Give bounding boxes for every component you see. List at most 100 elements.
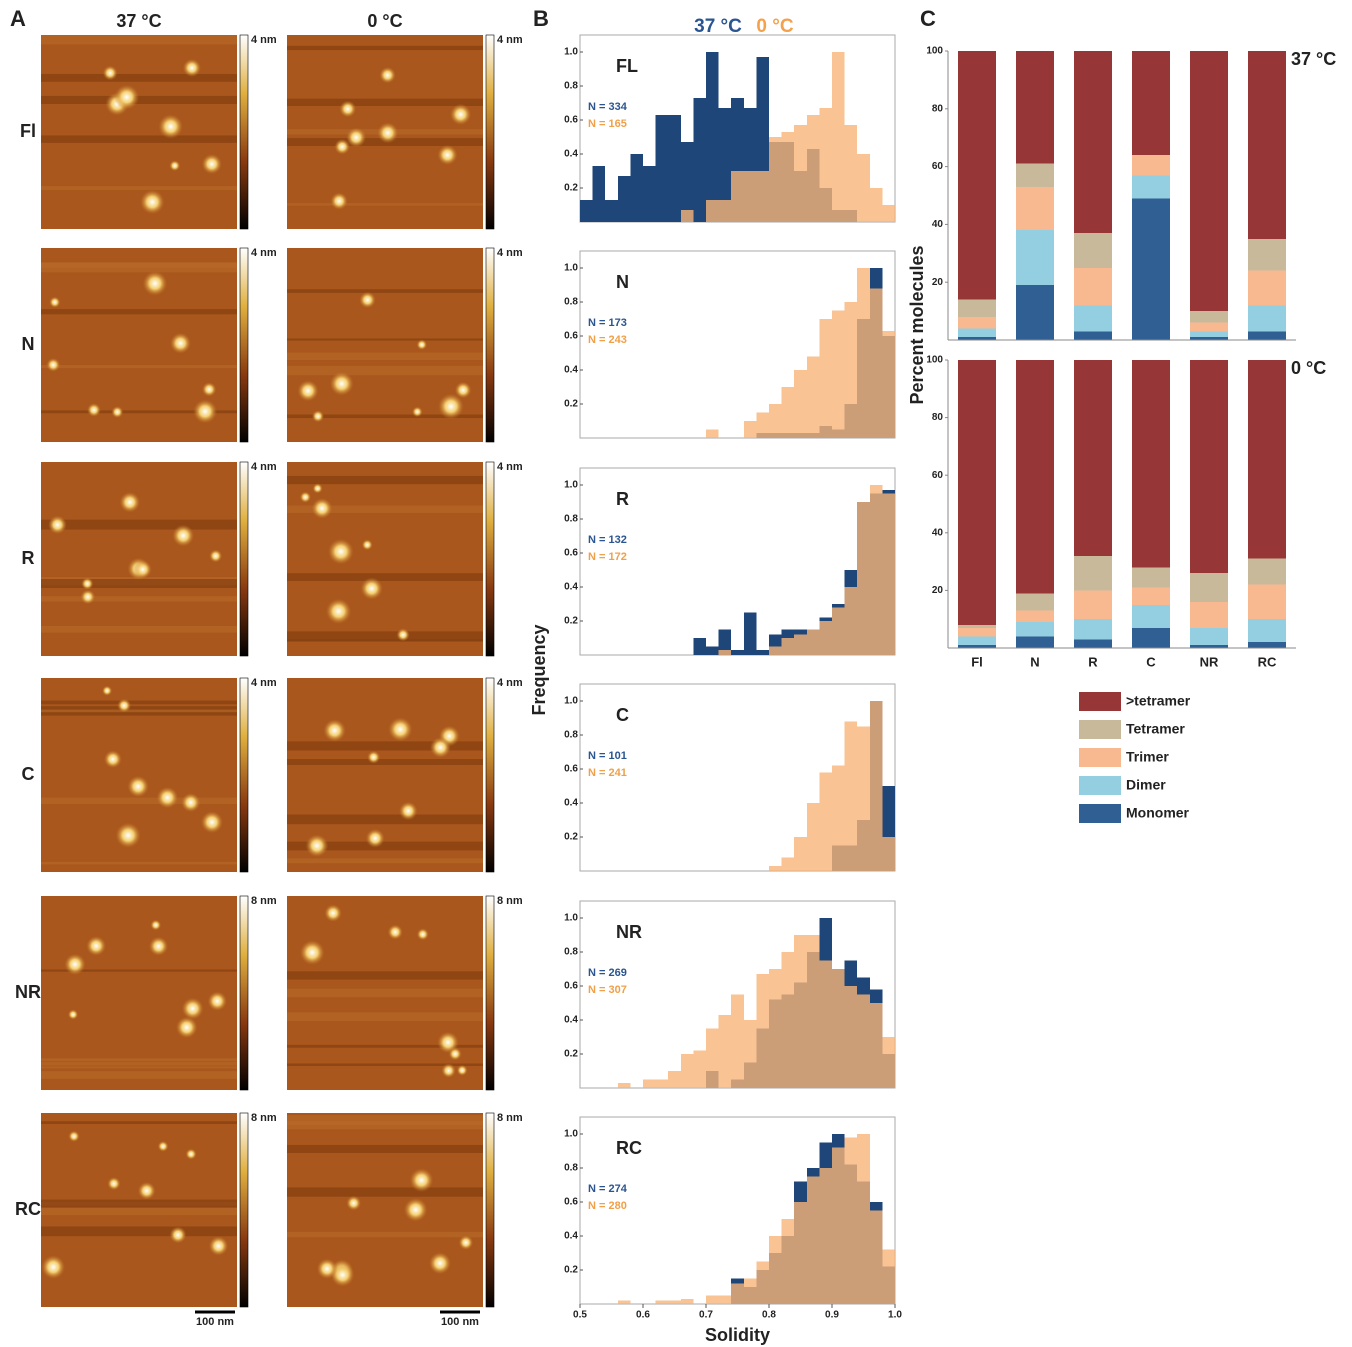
legend-label: Trimer xyxy=(1126,749,1169,765)
histogram-bar xyxy=(794,1202,807,1304)
histogram-bar xyxy=(870,1003,883,1088)
bar-segment xyxy=(958,317,996,329)
color-bar-label: 4 nm xyxy=(497,461,523,473)
afm-feature xyxy=(362,539,373,550)
bar-segment xyxy=(1016,164,1054,187)
histogram-bar xyxy=(782,1219,795,1304)
color-bar-label: 4 nm xyxy=(497,247,523,259)
y-tick-label: 80 xyxy=(932,412,944,423)
histogram-bar xyxy=(807,630,820,656)
bar-segment xyxy=(1190,360,1228,573)
afm-stripe xyxy=(287,1115,483,1125)
histogram-bar xyxy=(756,1262,769,1305)
count-label: N = 241 xyxy=(588,767,627,779)
x-tick-label: N xyxy=(1030,654,1039,669)
legend-swatch xyxy=(1079,720,1121,739)
afm-feature xyxy=(107,1177,120,1190)
bar-segment xyxy=(1248,559,1286,585)
histogram-bar xyxy=(731,1284,744,1304)
afm-feature xyxy=(326,599,352,625)
afm-feature xyxy=(313,483,323,493)
histogram-bar xyxy=(656,1080,669,1089)
color-bar xyxy=(240,1113,248,1307)
afm-feature xyxy=(140,190,165,215)
bar-segment xyxy=(1016,360,1054,593)
x-tick-label: C xyxy=(1146,654,1156,669)
histogram-bar xyxy=(643,1080,656,1089)
afm-feature xyxy=(367,751,380,764)
histogram-bar xyxy=(845,986,858,1088)
bar-segment xyxy=(1248,51,1286,239)
afm-feature xyxy=(68,1131,79,1142)
histogram-bar xyxy=(832,311,845,439)
histogram-bar xyxy=(819,1168,832,1304)
afm-feature xyxy=(87,403,101,417)
histogram-bar xyxy=(882,837,895,871)
x-tick-label: 1.0 xyxy=(888,1310,902,1321)
bar-segment xyxy=(1016,230,1054,285)
afm-feature xyxy=(158,1141,169,1152)
bar-segment xyxy=(1074,51,1112,233)
histogram-bar xyxy=(857,727,870,872)
histogram-bar xyxy=(618,1301,631,1304)
y-tick-label: 0.2 xyxy=(564,1049,578,1060)
afm-feature xyxy=(170,1226,187,1243)
bar-segment xyxy=(1074,556,1112,591)
y-tick-label: 0.8 xyxy=(564,947,578,958)
x-tick-label: NR xyxy=(1200,654,1219,669)
histogram-bar xyxy=(731,995,744,1089)
bar-segment xyxy=(1074,590,1112,619)
legend-swatch xyxy=(1079,692,1121,711)
afm-stripe xyxy=(41,1200,237,1208)
color-bar xyxy=(240,248,248,442)
histogram-title: N xyxy=(616,272,629,292)
afm-stripe xyxy=(287,573,483,581)
bar-segment xyxy=(958,300,996,317)
afm-feature xyxy=(388,924,403,939)
y-tick-label: 100 xyxy=(926,355,943,366)
afm-feature xyxy=(117,699,131,713)
scale-bar-label: 100 nm xyxy=(196,1316,234,1328)
bar-segment xyxy=(1190,628,1228,645)
afm-stripe xyxy=(41,262,237,272)
histogram-bar xyxy=(580,200,593,222)
x-tick-label: R xyxy=(1088,654,1098,669)
afm-stripe xyxy=(287,858,483,863)
y-tick-label: 1.0 xyxy=(564,1129,578,1140)
histogram-bar xyxy=(845,721,858,871)
histogram-title: RC xyxy=(616,1138,642,1158)
y-tick-label: 0.6 xyxy=(564,115,578,126)
histogram-bar xyxy=(782,857,795,871)
y-tick-label: 0.8 xyxy=(564,514,578,525)
afm-feature xyxy=(134,560,152,578)
afm-stripe xyxy=(287,99,483,106)
afm-feature xyxy=(49,297,60,308)
y-tick-label: 1.0 xyxy=(564,696,578,707)
histogram-bar xyxy=(882,494,895,656)
bar-segment xyxy=(1074,639,1112,648)
histogram-bar xyxy=(870,701,883,871)
afm-stripe xyxy=(287,366,483,375)
afm-stripe xyxy=(287,1232,483,1237)
count-label: N = 269 xyxy=(588,967,627,979)
color-bar-label: 4 nm xyxy=(251,247,277,259)
bar-segment xyxy=(958,628,996,637)
histogram-bar xyxy=(782,132,795,222)
y-tick-label: 0.4 xyxy=(564,798,578,809)
afm-feature xyxy=(202,382,216,396)
afm-stripe xyxy=(41,365,237,368)
color-bar xyxy=(486,678,494,872)
afm-feature xyxy=(306,834,329,857)
histogram-title: FL xyxy=(616,56,638,76)
histogram-bar xyxy=(794,935,807,1088)
x-tick-label: 0.9 xyxy=(825,1310,839,1321)
afm-feature xyxy=(441,1063,455,1077)
histogram-bar xyxy=(719,1296,732,1305)
scale-bar-label: 100 nm xyxy=(441,1316,479,1328)
histogram-bar xyxy=(819,961,832,1089)
afm-feature xyxy=(81,578,93,590)
afm-feature xyxy=(104,750,122,768)
histogram-title: C xyxy=(616,705,629,725)
histogram-bar xyxy=(807,356,820,438)
legend-swatch xyxy=(1079,804,1121,823)
